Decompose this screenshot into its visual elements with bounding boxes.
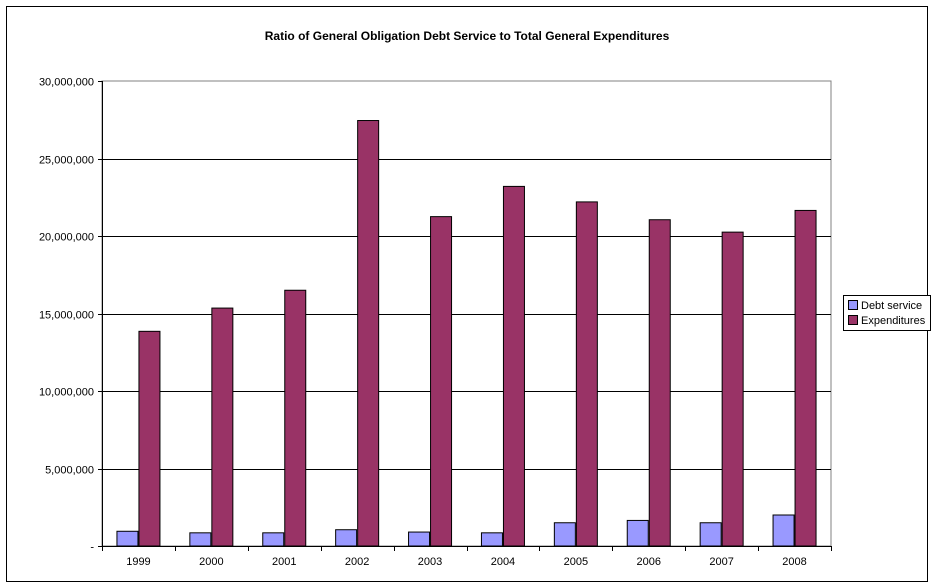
y-tick-label: 10,000,000 [39, 387, 94, 399]
bar-expenditures [575, 201, 598, 547]
x-tick-label: 2001 [272, 556, 296, 568]
legend-item-debt-service: Debt service [848, 299, 922, 313]
y-tick-label: - [90, 542, 94, 554]
x-tick-label: 2000 [199, 556, 223, 568]
bar-debt-service [408, 531, 431, 547]
bar-debt-service [189, 532, 212, 547]
bar-expenditures [211, 307, 234, 547]
legend-swatch-expenditures [848, 315, 858, 326]
y-tick-label: 20,000,000 [39, 232, 94, 244]
chart-title: Ratio of General Obligation Debt Service… [264, 29, 670, 43]
bar-expenditures [357, 120, 380, 547]
legend-item-expenditures: Expenditures [848, 314, 925, 328]
bar-debt-service [772, 514, 795, 547]
legend-label-expenditures: Expenditures [861, 315, 926, 327]
legend-label-debt-service: Debt service [861, 300, 923, 312]
bar-expenditures [502, 185, 525, 547]
y-tick-label: 15,000,000 [39, 310, 94, 322]
bar-debt-service [626, 519, 649, 547]
x-tick-label: 2003 [418, 556, 442, 568]
y-tick-label: 5,000,000 [45, 465, 94, 477]
bar-expenditures [648, 219, 671, 547]
x-tick-label: 2008 [782, 556, 806, 568]
bar-expenditures [794, 209, 817, 547]
legend-swatch-debt-service [848, 300, 858, 311]
bar-debt-service [335, 529, 358, 547]
bar-debt-service [480, 532, 503, 547]
x-tick-label: 1999 [126, 556, 150, 568]
bar-debt-service [116, 530, 139, 547]
legend: Debt service Expenditures [843, 295, 931, 331]
x-tick-label: 2007 [709, 556, 733, 568]
bar-debt-service [699, 522, 722, 547]
x-tick-label: 2006 [637, 556, 661, 568]
bar-expenditures [138, 330, 161, 547]
bar-debt-service [262, 532, 285, 547]
y-tick-label: 30,000,000 [39, 77, 94, 89]
bar-expenditures [284, 289, 307, 547]
bar-expenditures [430, 216, 453, 547]
bar-debt-service [553, 522, 576, 547]
x-tick-label: 2002 [345, 556, 369, 568]
bar-expenditures [721, 231, 744, 547]
y-tick-label: 25,000,000 [39, 155, 94, 167]
x-tick-label: 2004 [491, 556, 515, 568]
x-tick-label: 2005 [564, 556, 588, 568]
